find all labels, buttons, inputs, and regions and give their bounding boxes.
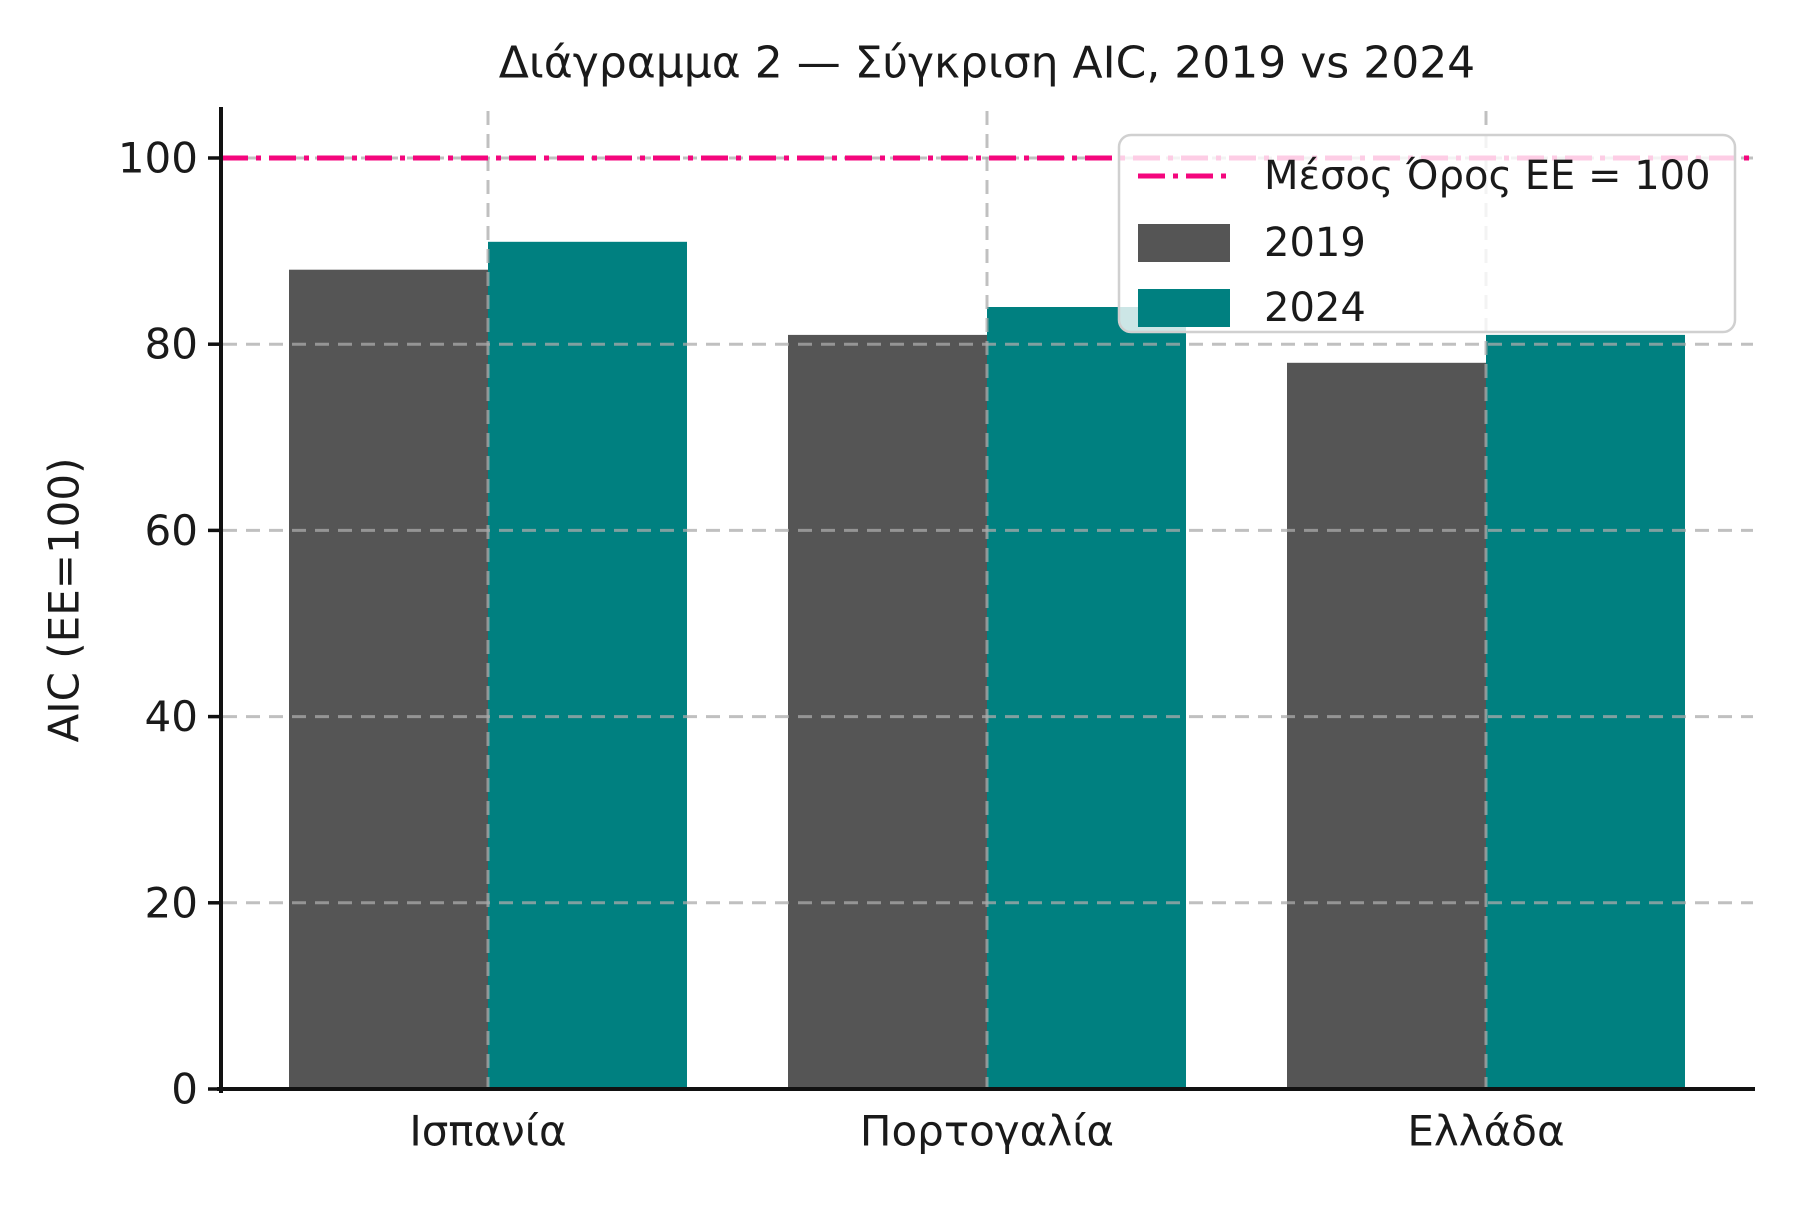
tick-labels-layer: 0 20 40 60 80 100 Ισπανία Πορτογαλία Ελλάδα <box>118 134 1565 1156</box>
y-tick-label-40: 40 <box>145 692 198 741</box>
bar-2019-Πορτογαλία <box>788 334 987 1089</box>
legend-label-2019: 2019 <box>1264 220 1366 266</box>
bar-2024-Ισπανία <box>488 241 687 1090</box>
y-axis-label: AIC (ΕΕ=100) <box>40 458 89 743</box>
y-tick-label-100: 100 <box>118 134 198 183</box>
bar-2024-Ελλάδα <box>1486 334 1685 1089</box>
legend-label-2024: 2024 <box>1264 285 1366 331</box>
x-tick-label-Πορτογαλία: Πορτογαλία <box>860 1107 1114 1156</box>
legend: Μέσος Όρος ΕΕ = 100 2019 2024 <box>1117 133 1737 334</box>
legend-refline-label: Μέσος Όρος ΕΕ = 100 <box>1264 153 1711 199</box>
bar-2019-Ελλάδα <box>1287 362 1486 1089</box>
y-tick-label-0: 0 <box>171 1065 198 1114</box>
x-tick-label-Ισπανία: Ισπανία <box>409 1107 566 1156</box>
y-tick-label-60: 60 <box>145 506 198 555</box>
x-tick-label-Ελλάδα: Ελλάδα <box>1407 1107 1564 1156</box>
bars-layer <box>289 241 1685 1090</box>
y-tick-label-80: 80 <box>145 320 198 369</box>
bar-2024-Πορτογαλία <box>987 307 1186 1089</box>
chart-title: Διάγραμμα 2 — Σύγκριση AIC, 2019 vs 2024 <box>499 38 1475 89</box>
y-tick-label-20: 20 <box>145 878 198 927</box>
legend-swatch-2019 <box>1138 224 1230 262</box>
axes-layer <box>208 107 1755 1093</box>
bar-2019-Ισπανία <box>289 269 488 1089</box>
legend-box <box>1117 133 1737 334</box>
legend-swatch-2024 <box>1138 289 1230 327</box>
